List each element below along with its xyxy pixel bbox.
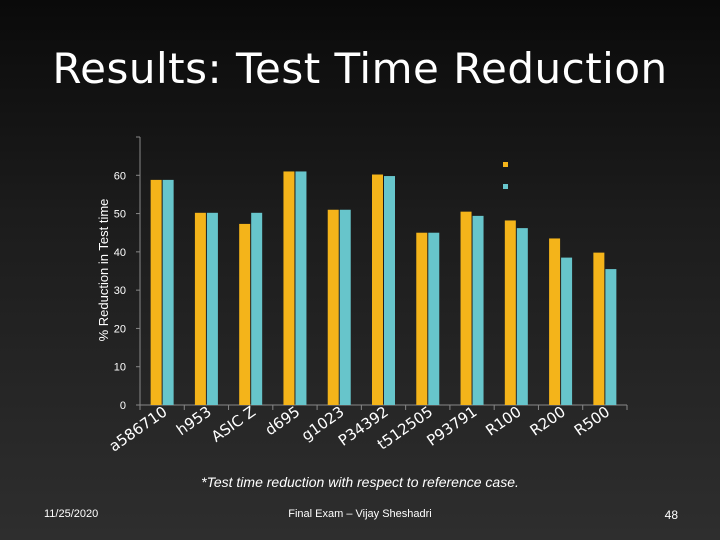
legend-swatch-series-1 — [503, 162, 508, 167]
y-tick-label: 60 — [114, 170, 126, 182]
chart-bars: a586710: 58.8a586710: 58.8 h953: 50.2h953… — [150, 171, 617, 405]
y-tick-label: 10 — [114, 362, 126, 374]
bar-series-1: ASIC Z: 47.3 — [239, 223, 251, 405]
bar-series-1: R200: 43.5 — [549, 238, 561, 405]
x-tick-label: P93791 — [424, 403, 481, 450]
bar-series-1: P93791: 50.5 — [460, 211, 472, 405]
y-axis-label: % Reduction in Test time — [96, 199, 111, 342]
footer-presenter: Final Exam – Vijay Sheshadri — [288, 508, 432, 520]
x-tick-label: a586710 — [106, 403, 171, 456]
bar-series-1: g1023: 51 — [327, 209, 339, 405]
page-number: 48 — [664, 508, 678, 522]
footnote: *Test time reduction with respect to ref… — [201, 474, 519, 490]
bar-series-1: a586710: 58.8 — [150, 179, 162, 405]
bar-series-2: P34392: 59.8 — [384, 176, 395, 405]
bar-series-2: R100: 46.2 — [516, 228, 528, 405]
bar-series-1: P34392: 60.2 — [372, 174, 383, 405]
bar-series-1: h953: 50.2 — [194, 212, 206, 405]
x-tick-label: R200 — [527, 403, 569, 440]
footer-date: 11/25/2020 — [44, 508, 99, 520]
bar-series-1: d695: 61 — [283, 171, 295, 405]
y-tick-label: 40 — [114, 247, 126, 259]
bar-series-1: R500: 39.8 — [593, 252, 605, 405]
y-tick-label: 30 — [114, 285, 126, 297]
bar-series-2: d695: 61 — [295, 171, 307, 405]
x-tick-label: d695 — [262, 403, 304, 440]
bar-series-2: t512505: 45 — [428, 232, 440, 405]
bar-series-2: g1023: 51 — [339, 209, 351, 405]
bar-series-2: a586710: 58.8 — [162, 179, 174, 405]
x-tick-label: R500 — [571, 403, 613, 440]
bar-series-2: P93791: 49.4 — [472, 215, 484, 405]
bar-series-2: R500: 35.5 — [605, 269, 617, 405]
bar-series-1: t512505: 45 — [416, 232, 428, 405]
bar-series-1: R100: 48.2 — [504, 220, 516, 405]
y-tick-label: 0 — [120, 400, 126, 412]
y-tick-label: 20 — [114, 323, 126, 335]
chart-axes: 0 10 20 30 40 50 60 — [114, 136, 628, 412]
chart-legend — [503, 162, 508, 189]
bar-series-2: R200: 38.5 — [561, 257, 573, 405]
x-tick-label: R100 — [482, 403, 524, 440]
slide-title: Results: Test Time Reduction — [52, 44, 668, 93]
bar-series-2: ASIC Z: 50.2 — [251, 212, 263, 405]
bar-series-2: h953: 50.2 — [206, 212, 218, 405]
x-tick-label: h953 — [173, 403, 215, 440]
y-tick-label: 50 — [114, 209, 126, 221]
legend-swatch-series-2 — [503, 184, 508, 189]
x-tick-label: ASIC Z — [208, 403, 259, 446]
